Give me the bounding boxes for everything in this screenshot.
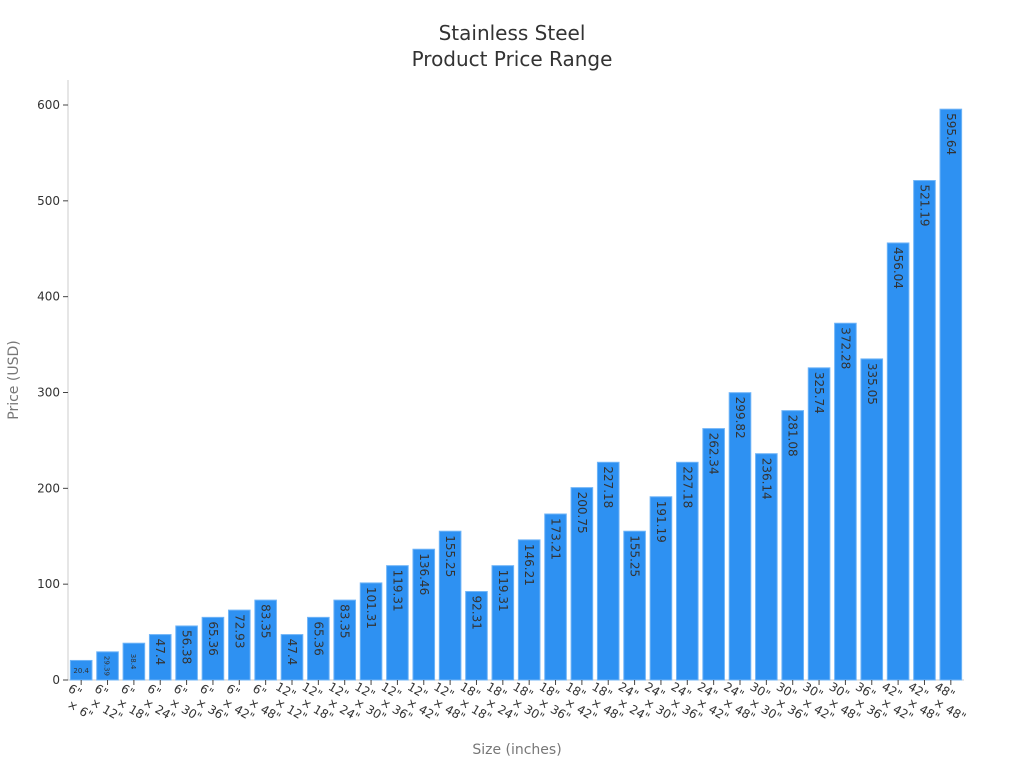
y-tick-label: 0 [52,673,60,687]
svg-text:6": 6" [250,681,268,700]
chart-title-line1: Stainless Steel [438,21,586,45]
bar-value-label: 155.25 [443,535,457,577]
bar [860,358,884,681]
y-tick-label: 100 [37,577,60,591]
bar-value-label: 521.19 [917,185,931,227]
bar-value-label: 372.28 [838,327,852,369]
svg-text:6": 6" [198,681,216,700]
y-tick-label: 600 [37,98,60,112]
bar-value-label: 101.31 [364,587,378,629]
bar-value-label: 299.82 [733,397,747,439]
bar-value-label: 325.74 [812,372,826,414]
bar-value-label: 47.4 [153,639,167,666]
chart-title-line2: Product Price Range [411,47,613,71]
bar-value-label: 595.64 [944,113,958,155]
bar-value-label: 83.35 [338,604,352,638]
bar-value-label: 456.04 [891,247,905,289]
svg-text:6": 6" [92,681,110,700]
bar [834,322,857,681]
bar-value-label: 200.75 [575,492,589,534]
svg-text:6": 6" [66,681,84,700]
bar [807,367,831,681]
bar-value-label: 92.31 [469,596,483,630]
bar-value-label: 65.36 [206,621,220,655]
bar-value-label: 227.18 [680,466,694,508]
bar-value-label: 155.25 [628,535,642,577]
bar-value-label: 191.19 [654,501,668,543]
y-tick-label: 400 [37,290,60,304]
y-tick-label: 200 [37,481,60,495]
chart-title: Stainless Steel Product Price Range [0,20,1024,72]
bar-value-label: 83.35 [259,604,273,638]
bar-value-label: 227.18 [601,466,615,508]
bar-value-label: 65.36 [311,621,325,655]
bar-value-label: 262.34 [707,433,721,475]
bar-value-label: 20.4 [73,667,89,675]
bar-value-label: 56.38 [180,630,194,664]
bar-value-label: 173.21 [549,518,563,560]
svg-text:6": 6" [171,681,189,700]
bar-value-label: 281.08 [786,415,800,457]
bar-value-label: 72.93 [232,614,246,648]
svg-text:6": 6" [118,681,136,700]
y-tick-label: 500 [37,194,60,208]
x-axis-label: Size (inches) [472,742,562,758]
y-tick-label: 300 [37,386,60,400]
bar-value-label: 119.31 [496,570,510,612]
bar [886,242,910,681]
svg-text:6": 6" [145,681,163,700]
bar [913,180,936,681]
svg-text:6": 6" [224,681,242,700]
bar-value-label: 236.14 [759,458,773,500]
bar-value-label: 38.4 [129,654,137,670]
bar-value-label: 335.05 [865,363,879,405]
bar-value-label: 47.4 [285,639,299,666]
bar-value-label: 146.21 [522,544,536,586]
bar-value-label: 119.31 [390,570,404,612]
bar [939,108,963,681]
bar-value-label: 29.39 [103,656,111,676]
bar-value-label: 136.46 [417,553,431,595]
